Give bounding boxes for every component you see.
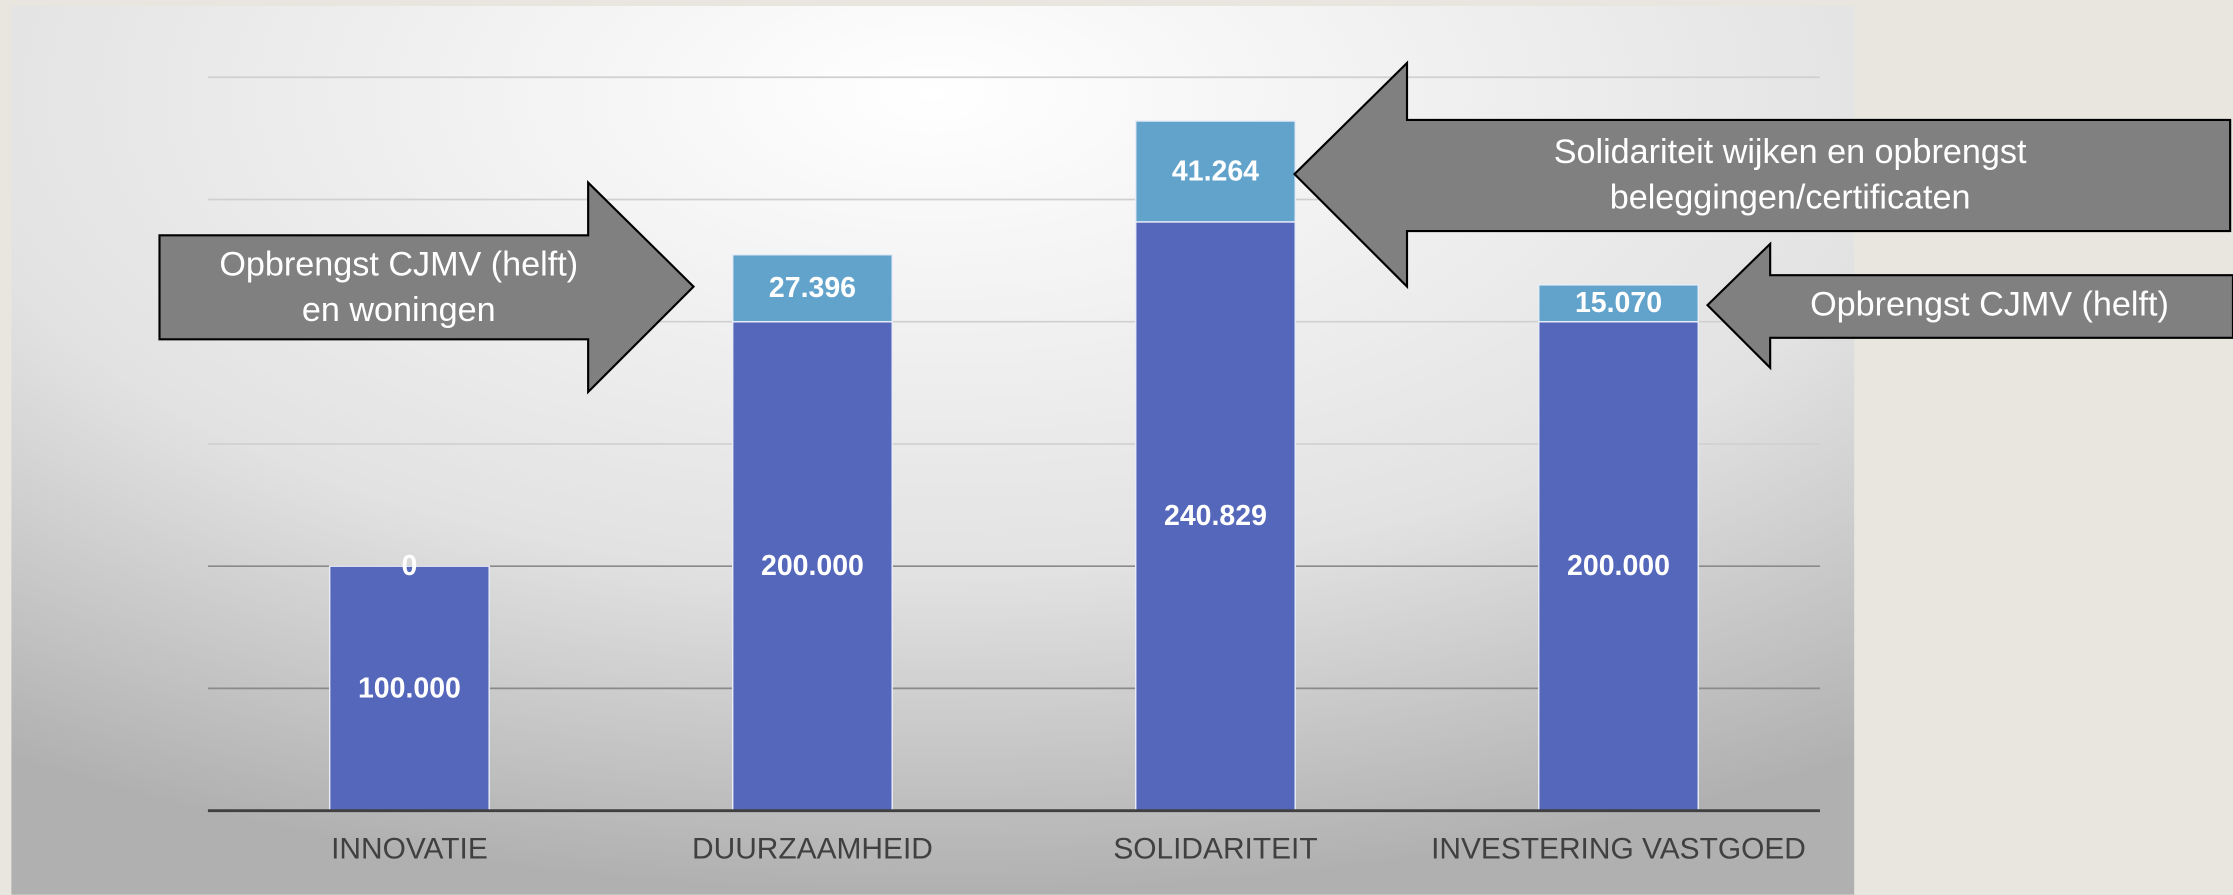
data-label: 0 bbox=[402, 550, 418, 582]
arrow bbox=[158, 180, 696, 395]
annotation-arrows: Opbrengst CJMV (helft) en woningen Solid… bbox=[158, 60, 2233, 395]
bar-segment bbox=[328, 565, 490, 812]
arrow bbox=[1705, 241, 2233, 371]
x-tick-label: INNOVATIE bbox=[331, 832, 488, 865]
data-label: 15.070 bbox=[1575, 287, 1662, 319]
data-label: 240.829 bbox=[1164, 500, 1267, 532]
data-label: 200.000 bbox=[761, 550, 864, 582]
x-tick-label: DUURZAAMHEID bbox=[692, 832, 933, 865]
data-label: 41.264 bbox=[1172, 155, 1259, 187]
annotation-text: Opbrengst CJMV (helft) bbox=[1810, 286, 2169, 324]
arrow bbox=[1292, 60, 2232, 290]
x-tick-label: SOLIDARITEIT bbox=[1113, 832, 1317, 865]
x-tick-label: INVESTERING VASTGOED bbox=[1431, 832, 1806, 865]
data-label: 27.396 bbox=[769, 272, 856, 304]
annotation-text: Solidariteit wijken en opbrengst bbox=[1554, 133, 2027, 171]
bar-segment bbox=[731, 320, 893, 812]
annotation-text: en woningen bbox=[302, 291, 496, 329]
bar-segment bbox=[1538, 284, 1699, 323]
data-label: 200.000 bbox=[1567, 550, 1670, 582]
annotation-text: Opbrengst CJMV (helft) bbox=[219, 246, 578, 284]
data-label: 100.000 bbox=[358, 672, 461, 704]
bar-segment bbox=[1135, 120, 1296, 223]
annotation-text: beleggingen/certificaten bbox=[1610, 179, 1971, 217]
bar-segment bbox=[1538, 320, 1699, 812]
bar-segment bbox=[731, 254, 893, 323]
